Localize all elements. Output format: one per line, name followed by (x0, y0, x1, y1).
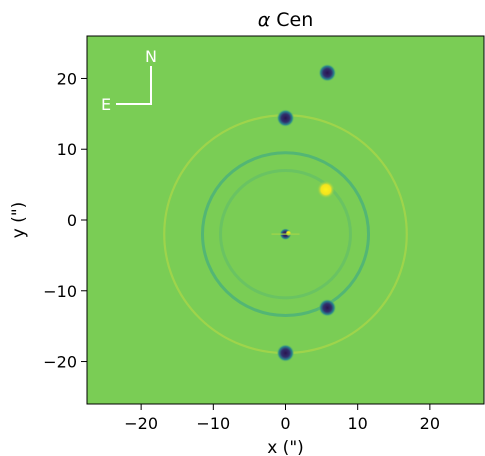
title-text: Cen (276, 9, 313, 31)
x-tick-label: 0 (280, 414, 290, 433)
compass-rose: N E (101, 47, 157, 114)
compass-arrows (116, 66, 152, 105)
source-2 (316, 180, 335, 199)
y-axis-ticks: −20 −10 0 10 20 (43, 69, 87, 372)
source-5 (276, 344, 295, 363)
y-tick-label: 20 (57, 69, 77, 88)
x-tick-label: 10 (348, 414, 368, 433)
y-tick-label: −10 (43, 282, 77, 301)
source-0 (318, 63, 337, 82)
y-tick-label: 0 (67, 211, 77, 230)
plot-background (87, 36, 484, 404)
y-tick-label: −20 (43, 353, 77, 372)
y-axis-label: y (") (9, 202, 29, 239)
central-star-residual (285, 230, 292, 237)
y-tick-label: 10 (57, 140, 77, 159)
x-axis-label: x (") (267, 438, 304, 456)
compass-north-label: N (145, 47, 157, 66)
chart-title: α Cen (258, 9, 314, 31)
image-features (163, 63, 408, 363)
x-axis-ticks: −20 −10 0 10 20 (124, 404, 440, 433)
x-tick-label: −20 (124, 414, 158, 433)
diffraction-ring-2 (219, 168, 352, 300)
x-tick-label: 20 (420, 414, 440, 433)
diffraction-ring-1 (200, 151, 371, 318)
source-1 (276, 109, 295, 128)
compass-east-label: E (101, 95, 111, 114)
title-symbol: α (258, 9, 271, 31)
source-4 (318, 298, 337, 317)
x-tick-label: −10 (196, 414, 230, 433)
central-star (271, 228, 300, 241)
